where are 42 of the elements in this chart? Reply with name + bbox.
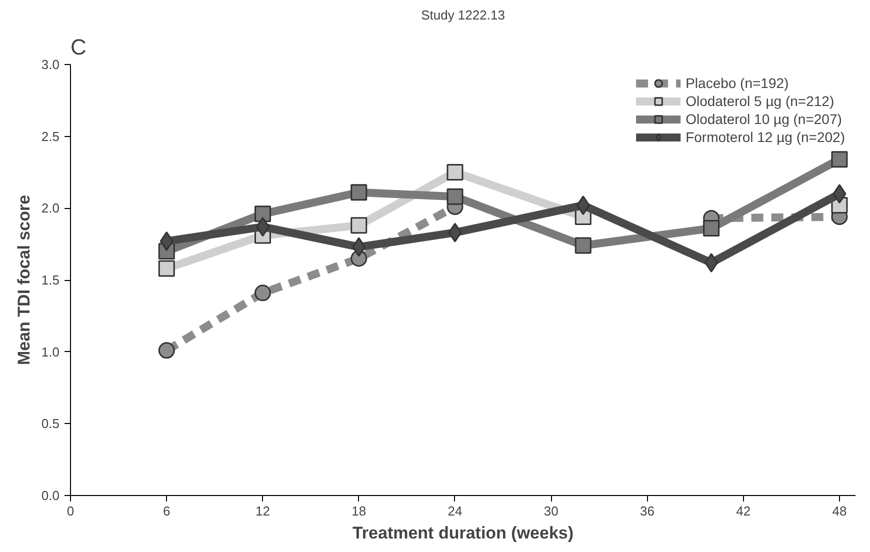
point [254,284,271,302]
x-tick-label: 6 [163,504,170,518]
x-tick-label: 12 [256,504,270,518]
point [703,220,720,237]
point [352,237,366,257]
y-tick-label: 2.5 [41,128,60,144]
legend-label: Placebo (n=192) [686,74,789,92]
point [256,217,270,237]
y-tick-label: 1.5 [41,272,60,288]
y-tick-label: 3.0 [41,57,60,72]
y-tick-label: 2.0 [41,200,60,216]
point [350,217,368,234]
point [446,188,464,205]
point [158,260,175,277]
point [446,164,464,180]
x-tick-label: 0 [66,504,74,518]
x-tick-label: 48 [832,504,847,518]
point [832,184,846,204]
text: C [70,34,86,60]
y-tick-label: 0.0 [41,488,60,503]
point [350,184,368,201]
y-tick-label: 0.5 [41,416,60,432]
point [704,253,718,273]
point [158,342,175,359]
legend-label: Formoterol 12 µg (n=202) [686,128,845,146]
chart-title: Study 1222.13 [421,8,505,22]
point [448,222,462,242]
legend-label: Olodaterol 5 µg (n=212) [686,92,834,110]
point [160,231,174,251]
y-tick-label: 1.0 [41,344,60,360]
x-tick-label: 24 [448,504,462,518]
x-tick-label: 36 [640,504,654,518]
y-axis-title: Mean TDI focal score [14,194,34,366]
point [576,196,590,216]
point [254,206,271,222]
x-tick-label: 30 [544,504,558,518]
x-axis-title: Treatment duration (weeks) [352,524,574,542]
point [574,237,592,254]
legend-label: Olodaterol 10 µg (n=207) [686,110,842,128]
point [831,151,848,168]
x-tick-label: 42 [736,504,751,518]
x-tick-label: 18 [352,504,366,518]
